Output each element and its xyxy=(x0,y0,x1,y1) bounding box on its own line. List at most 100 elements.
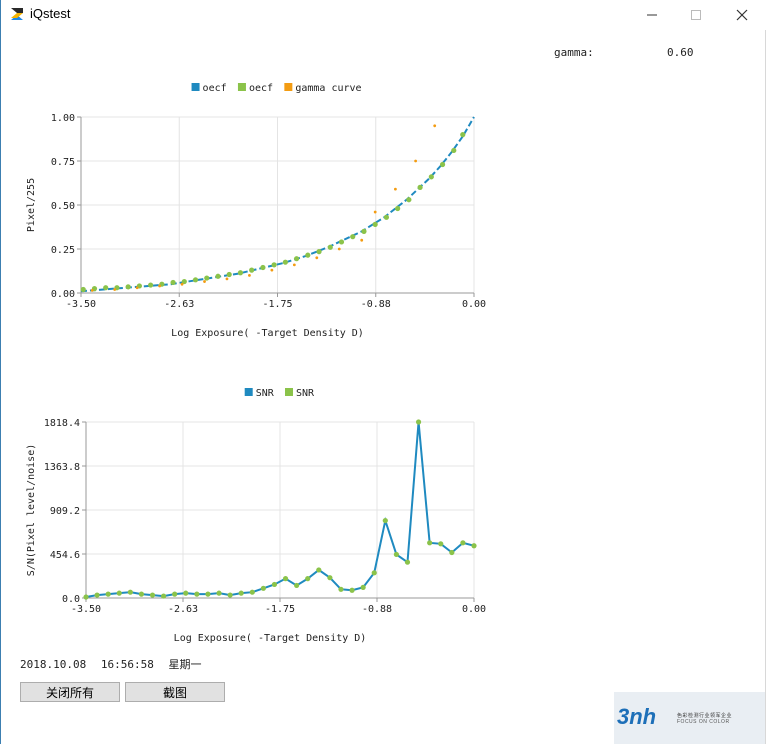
x-tick-label: -0.88 xyxy=(361,299,391,310)
series-point-snr xyxy=(404,559,411,565)
series-point-snr xyxy=(194,591,200,597)
series-point-oecf xyxy=(215,273,221,279)
time-text: 16:56:58 xyxy=(100,658,154,671)
x-tick-label: -1.75 xyxy=(262,299,292,310)
series-point-snr xyxy=(161,593,167,599)
series-point-gamma-curve xyxy=(414,159,418,163)
series-point-oecf xyxy=(428,174,434,180)
y-axis-label: S/N(Pixel level/noise) xyxy=(26,444,37,576)
series-point-gamma-curve xyxy=(373,210,377,214)
x-tick-label: -3.50 xyxy=(66,299,96,310)
y-tick-label: 0.75 xyxy=(51,157,75,168)
legend-swatch xyxy=(284,83,293,91)
x-tick-label: -2.63 xyxy=(164,299,194,310)
legend-swatch xyxy=(244,388,253,396)
series-point-gamma-curve xyxy=(360,238,364,242)
legend-swatch xyxy=(191,83,200,91)
series-point-snr xyxy=(227,592,233,598)
series-point-oecf xyxy=(305,252,311,258)
series-point-snr xyxy=(271,581,278,588)
series-point-oecf xyxy=(439,161,446,168)
maximize-button[interactable] xyxy=(673,0,719,30)
close-button[interactable] xyxy=(719,0,765,30)
series-point-gamma-curve xyxy=(292,263,296,267)
x-tick-label: -0.88 xyxy=(362,604,392,615)
y-tick-label: 0.25 xyxy=(51,245,75,256)
series-point-snr xyxy=(172,591,178,597)
series-point-oecf xyxy=(372,221,378,227)
series-point-snr xyxy=(471,543,477,549)
x-tick-label: -3.50 xyxy=(71,604,101,615)
minimize-icon xyxy=(647,14,657,16)
window-title: iQstest xyxy=(30,6,71,21)
series-point-oecf xyxy=(293,256,300,262)
gamma-label: gamma: xyxy=(554,46,594,59)
minimize-button[interactable] xyxy=(629,0,675,30)
series-point-oecf xyxy=(260,264,266,271)
series-point-snr xyxy=(438,541,444,547)
series-point-gamma-curve xyxy=(270,268,274,272)
series-point-oecf xyxy=(125,284,131,290)
series-point-oecf xyxy=(460,132,466,138)
series-point-oecf xyxy=(181,278,187,285)
maximize-icon xyxy=(691,10,701,20)
title-bar[interactable]: iQstest xyxy=(1,0,766,30)
logo-tagline-cn: 色彩检测行业领军企业 xyxy=(677,713,733,719)
series-point-gamma-curve xyxy=(337,247,341,251)
series-point-gamma-curve xyxy=(180,282,184,286)
x-tick-label: -2.63 xyxy=(168,604,198,615)
gamma-value: 0.60 xyxy=(667,46,694,59)
series-point-oecf xyxy=(249,267,255,273)
x-tick-label: 0.00 xyxy=(462,604,486,615)
charts-canvas: -3.50 -2.63 -1.75 -0.88 0.00 0.00 0.25 0.50 0.75… xyxy=(26,83,486,644)
series-point-gamma-curve xyxy=(248,274,251,277)
x-tick-label: -1.75 xyxy=(265,604,295,615)
legend-label: oecf xyxy=(203,83,227,94)
series-point-gamma-curve xyxy=(90,288,94,292)
series-point-oecf xyxy=(204,275,210,281)
series-point-oecf xyxy=(103,285,109,291)
close-icon xyxy=(736,9,748,21)
y-tick-label: 1363.8 xyxy=(44,462,80,473)
series-point-snr xyxy=(382,517,388,524)
screenshot-button[interactable]: 截图 xyxy=(125,682,225,702)
legend-label: SNR xyxy=(296,388,315,399)
brand-logo: 3nh 色彩检测行业领军企业 FOCUS ON COLOR xyxy=(614,692,766,744)
series-point-oecf xyxy=(417,184,423,190)
series-point-snr xyxy=(294,582,300,589)
series-point-gamma-curve xyxy=(135,286,139,290)
series-point-oecf xyxy=(80,286,86,293)
y-tick-label: 454.6 xyxy=(50,550,80,561)
close-all-button[interactable]: 关闭所有 xyxy=(20,682,120,702)
series-point-snr xyxy=(105,591,111,597)
legend-swatch xyxy=(237,83,246,91)
series-point-snr xyxy=(349,587,355,593)
x-tick-label: 0.00 xyxy=(462,299,486,310)
app-icon xyxy=(11,8,23,20)
series-point-oecf xyxy=(226,271,232,278)
series-point-gamma-curve xyxy=(225,277,229,281)
y-tick-label: 0.50 xyxy=(51,201,75,212)
series-point-snr xyxy=(249,589,255,595)
series-point-snr xyxy=(305,576,311,582)
series-point-oecf xyxy=(148,282,154,288)
weekday-text: 星期一 xyxy=(168,658,202,671)
series-point-oecf xyxy=(327,244,333,250)
series-point-oecf xyxy=(271,262,277,268)
series-point-oecf xyxy=(316,249,322,255)
legend-swatch xyxy=(285,388,293,396)
series-point-oecf xyxy=(451,147,457,154)
series-point-snr xyxy=(83,594,89,600)
series-point-snr xyxy=(260,585,266,591)
series-point-snr xyxy=(460,540,466,546)
series-point-gamma-curve xyxy=(113,288,117,291)
legend-label: gamma curve xyxy=(295,83,361,94)
series-point-gamma-curve xyxy=(433,124,437,128)
series-point-snr xyxy=(360,584,366,590)
series-point-oecf xyxy=(383,214,390,220)
legend-label: oecf xyxy=(249,83,273,94)
series-point-snr xyxy=(205,591,211,597)
series-point-snr xyxy=(183,590,189,596)
series-point-snr xyxy=(338,586,344,592)
